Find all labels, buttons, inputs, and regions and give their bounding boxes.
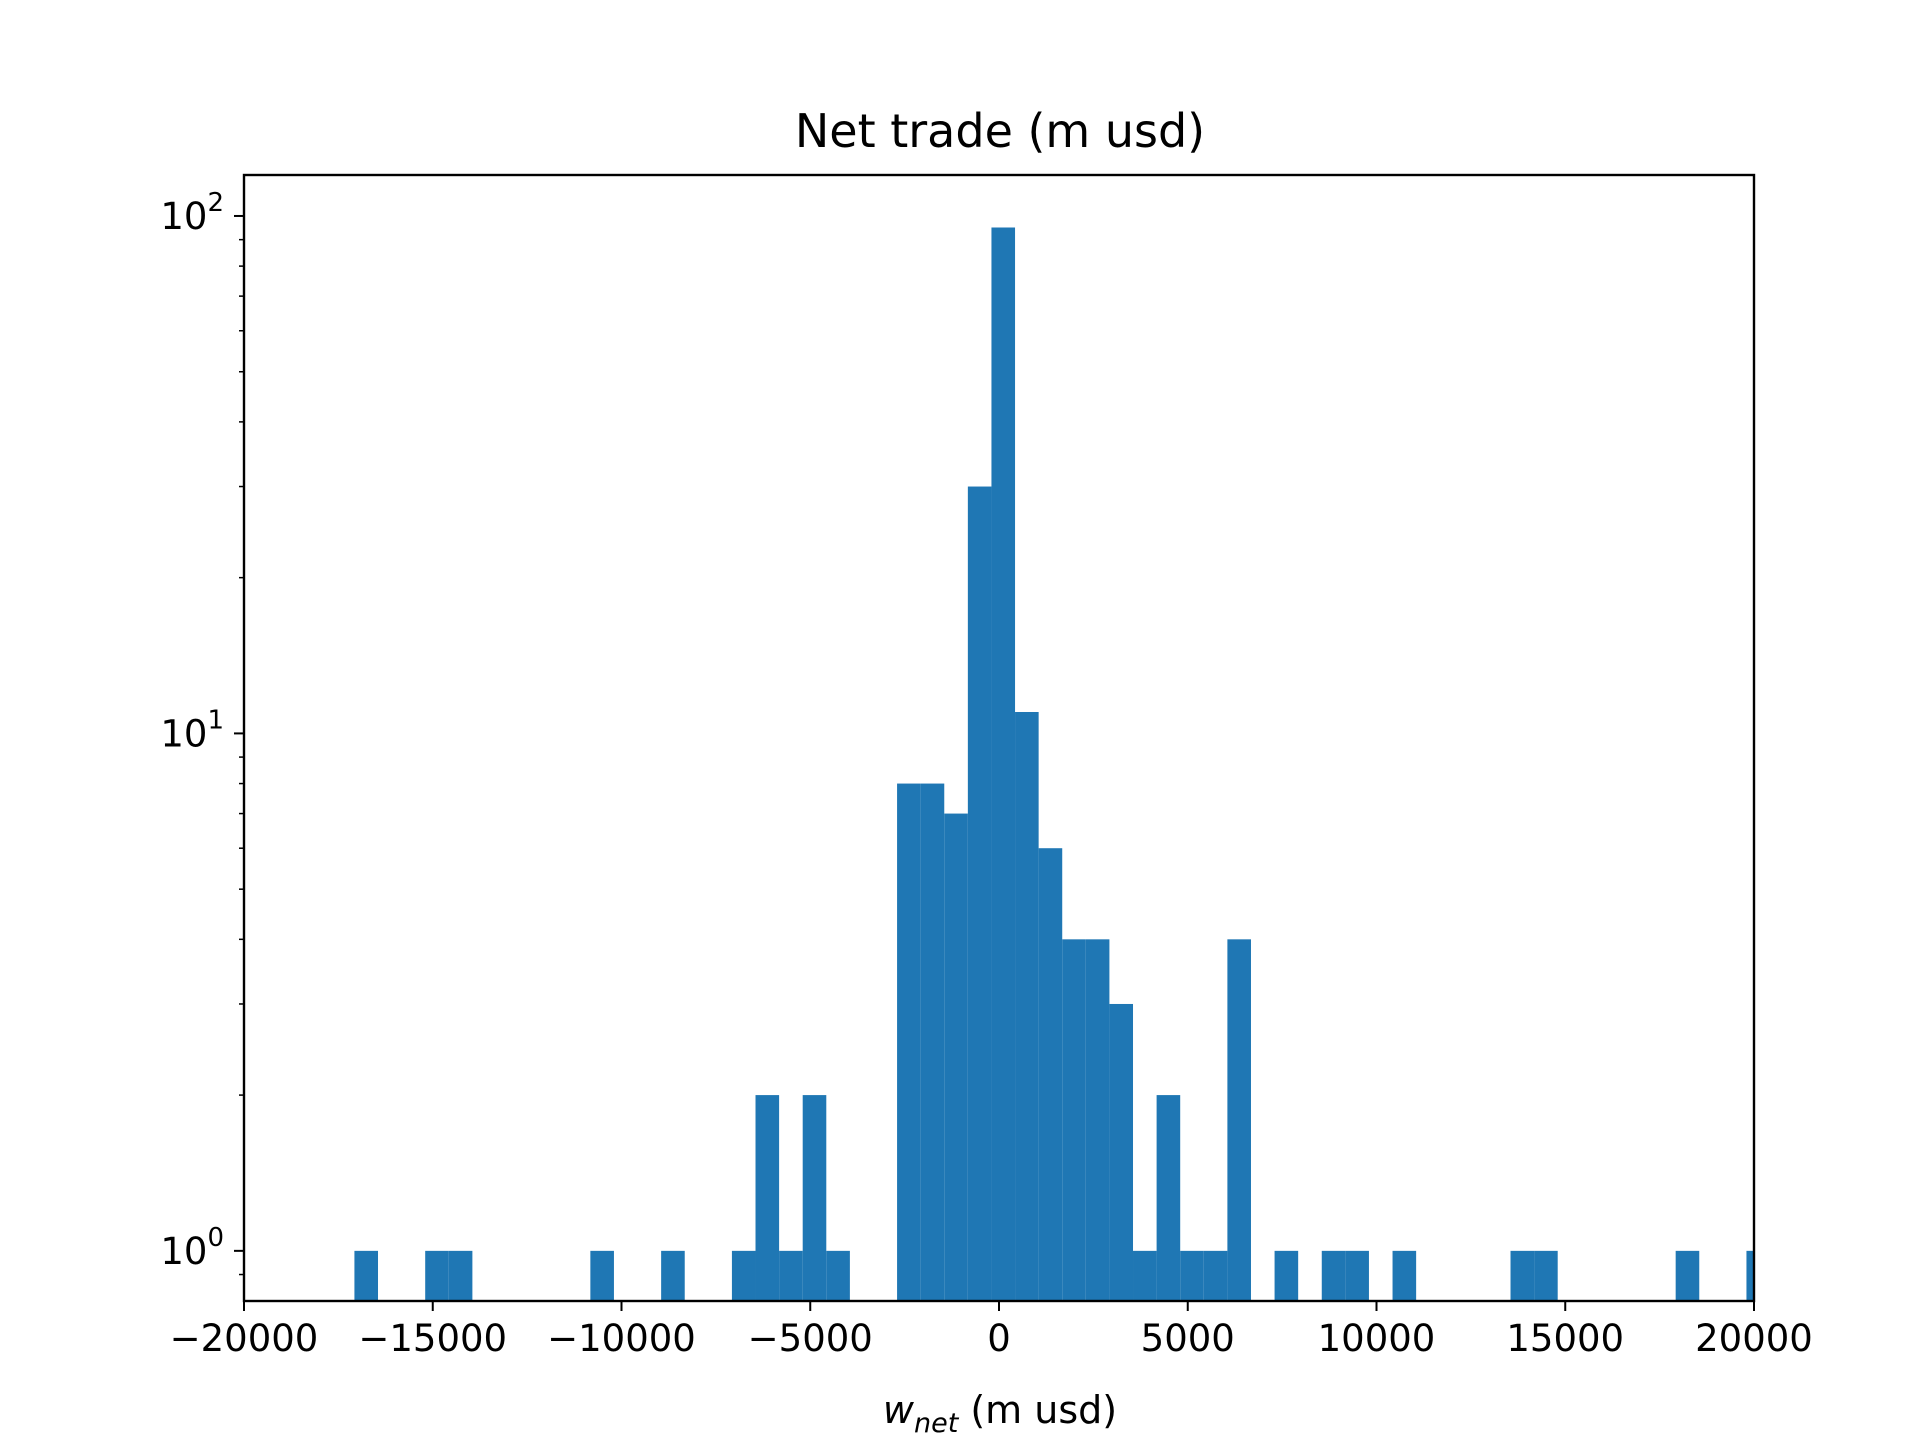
x-tick-label: −5000 bbox=[748, 1317, 873, 1360]
histogram-bar bbox=[897, 783, 921, 1301]
histogram-bar bbox=[802, 1095, 827, 1301]
histogram-bar bbox=[991, 227, 1016, 1301]
histogram-bar bbox=[1321, 1250, 1346, 1301]
histogram-bar bbox=[448, 1250, 473, 1301]
histogram-bar bbox=[425, 1250, 449, 1301]
histogram-bar bbox=[1015, 711, 1039, 1301]
histogram-bar bbox=[1746, 1250, 1754, 1301]
x-tick-label: 5000 bbox=[1141, 1317, 1235, 1360]
chart-title: Net trade (m usd) bbox=[795, 104, 1205, 158]
histogram-bar bbox=[1156, 1095, 1181, 1301]
histogram-bar bbox=[1392, 1250, 1417, 1301]
y-tick-label: 101 bbox=[160, 705, 224, 755]
histogram-bar bbox=[779, 1250, 803, 1301]
x-axis-label-symbol: w bbox=[883, 1388, 915, 1432]
x-axis-label-subscript: net bbox=[914, 1408, 960, 1439]
y-tick-label: 102 bbox=[160, 188, 224, 238]
histogram-bar bbox=[1510, 1250, 1535, 1301]
bars-group bbox=[354, 227, 1754, 1301]
y-tick-label-exponent: 1 bbox=[207, 705, 224, 735]
x-axis-label-units: (m usd) bbox=[958, 1388, 1117, 1432]
histogram-bar bbox=[755, 1095, 780, 1301]
x-tick-label: 15000 bbox=[1506, 1317, 1624, 1360]
histogram-bar bbox=[1534, 1250, 1558, 1301]
y-tick-label-exponent: 0 bbox=[207, 1223, 224, 1253]
histogram-bar bbox=[1133, 1250, 1157, 1301]
x-tick-label: −15000 bbox=[358, 1317, 507, 1360]
histogram-bar bbox=[1345, 1250, 1369, 1301]
histogram-bar bbox=[1203, 1250, 1228, 1301]
histogram-bar bbox=[731, 1250, 756, 1301]
x-tick-label: 0 bbox=[987, 1317, 1011, 1360]
histogram-bar bbox=[1062, 939, 1086, 1301]
histogram-bar bbox=[967, 486, 992, 1301]
y-tick-label-base: 10 bbox=[160, 712, 207, 755]
histogram-bar bbox=[826, 1250, 850, 1301]
histogram-bar bbox=[354, 1250, 379, 1301]
histogram-bar bbox=[1675, 1250, 1700, 1301]
histogram-bar bbox=[1085, 939, 1110, 1301]
histogram-bar bbox=[590, 1250, 614, 1301]
histogram-bar bbox=[920, 783, 945, 1301]
y-tick-label-exponent: 2 bbox=[207, 188, 224, 218]
x-axis-ticks: −20000 −15000 −10000 −5000 0 5000 10000 15000 20… bbox=[170, 1301, 1813, 1360]
histogram-bar bbox=[1109, 1003, 1134, 1301]
histogram-bar bbox=[1274, 1250, 1299, 1301]
histogram-bar bbox=[661, 1250, 685, 1301]
x-tick-label: −10000 bbox=[547, 1317, 696, 1360]
histogram-bar bbox=[1227, 939, 1251, 1301]
y-tick-label: 100 bbox=[160, 1223, 224, 1273]
x-tick-label: −20000 bbox=[170, 1317, 319, 1360]
y-tick-label-base: 10 bbox=[160, 1230, 207, 1273]
histogram-bar bbox=[1038, 848, 1063, 1301]
y-tick-label-base: 10 bbox=[160, 195, 207, 238]
histogram-bar bbox=[1180, 1250, 1204, 1301]
x-tick-label: 20000 bbox=[1695, 1317, 1813, 1360]
x-tick-label: 10000 bbox=[1318, 1317, 1436, 1360]
plot-frame bbox=[242, 173, 1756, 1303]
x-axis-label: wnet (m usd) bbox=[883, 1388, 1117, 1439]
histogram-bar bbox=[944, 813, 968, 1301]
